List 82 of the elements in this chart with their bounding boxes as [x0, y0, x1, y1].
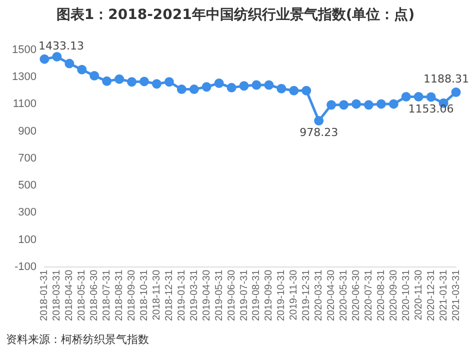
- x-tick-label: 2020-11-30: [413, 269, 424, 320]
- point: [139, 76, 149, 86]
- y-tick-label: 500: [18, 180, 36, 192]
- x-tick-label: 2019-07-31: [238, 269, 250, 322]
- point: [164, 77, 174, 87]
- x-tick-label: 2018-09-30: [126, 269, 138, 322]
- x-tick-label: 2021-03-31: [450, 269, 462, 322]
- point: [77, 64, 87, 74]
- x-tick-label: 2020-06-30: [350, 269, 362, 322]
- y-tick-label: 300: [18, 206, 36, 219]
- x-tick-label: 2018-04-30: [64, 269, 76, 322]
- x-tick-label: 2020-04-30: [326, 269, 338, 322]
- x-tick-label: 2019-04-30: [201, 269, 212, 322]
- x-tick-label: 2020-03-31: [314, 269, 325, 322]
- point: [176, 84, 186, 94]
- x-tick-label: 2021-01-31: [438, 269, 450, 322]
- x-tick-label: 2019-05-31: [214, 269, 225, 322]
- point: [40, 54, 50, 64]
- x-tick-label: 2018-08-31: [114, 269, 126, 322]
- x-tick-label: 2020-12-31: [426, 269, 437, 322]
- point: [339, 100, 349, 110]
- x-tick-label: 2018-10-31: [138, 269, 150, 322]
- point: [252, 80, 262, 90]
- x-tick-label: 2019-11-30: [288, 269, 300, 320]
- point: [114, 74, 124, 84]
- point: [226, 82, 236, 92]
- y-tick-label: 1100: [12, 98, 36, 110]
- x-tick-label: 2020-08-31: [376, 269, 387, 322]
- x-tick-label: 2018-12-31: [164, 269, 175, 322]
- chart-title: 图表1：2018-2021年中国纺织行业景气指数(单位：点): [55, 6, 416, 24]
- point: [326, 100, 336, 110]
- annotation: 1153.06: [408, 102, 454, 116]
- point: [388, 99, 398, 109]
- point: [364, 100, 374, 110]
- y-tick-label: 1500: [12, 44, 36, 56]
- point: [401, 92, 411, 102]
- point: [152, 79, 162, 89]
- x-tick-label: 2020-10-31: [400, 269, 412, 322]
- annotation: 1433.13: [38, 39, 84, 52]
- y-tick-label: 900: [18, 125, 36, 138]
- point: [90, 71, 100, 80]
- point: [214, 78, 224, 88]
- point: [376, 99, 386, 109]
- point: [289, 86, 299, 96]
- point: [202, 82, 212, 92]
- x-tick-label: 2018-11-30: [151, 269, 162, 320]
- x-tick-label: 2019-06-30: [226, 269, 238, 322]
- y-tick-label: -100: [14, 260, 36, 273]
- y-tick-label: 700: [18, 152, 36, 164]
- point: [276, 84, 286, 94]
- point: [302, 86, 312, 96]
- point: [239, 81, 249, 91]
- x-tick-label: 2018-05-31: [76, 269, 88, 322]
- annotation: 1188.31: [424, 72, 470, 86]
- x-tick-label: 2019-12-31: [301, 269, 312, 322]
- x-tick-label: 2018-01-31: [39, 269, 50, 322]
- x-tick-label: 2020-07-31: [363, 269, 374, 322]
- x-tick-label: 2019-03-31: [188, 269, 200, 322]
- y-tick-label: 1300: [12, 71, 36, 84]
- x-tick-label: 2018-06-30: [89, 269, 100, 322]
- x-tick-label: 2020-09-30: [388, 269, 400, 322]
- point: [351, 99, 361, 109]
- x-tick-label: 2018-07-31: [102, 269, 113, 322]
- point: [426, 92, 436, 102]
- point: [189, 84, 199, 94]
- point: [102, 76, 112, 86]
- x-tick-label: 2020-05-31: [338, 269, 350, 322]
- point: [127, 77, 137, 87]
- annotation: 978.23: [300, 126, 338, 140]
- point: [52, 52, 62, 62]
- x-tick-label: 2019-08-31: [251, 269, 262, 322]
- point: [451, 87, 461, 97]
- point: [414, 92, 424, 102]
- x-tick-label: 2019-10-31: [276, 269, 288, 322]
- x-tick-label: 2019-09-30: [264, 269, 275, 322]
- point: [314, 116, 324, 126]
- text: 资料来源：柯桥纺织景气指数: [6, 332, 149, 347]
- y-tick-label: 100: [18, 234, 36, 246]
- x-tick-label: 2018-03-31: [52, 269, 63, 322]
- x-tick-label: 2019-01-31: [176, 269, 188, 322]
- point: [64, 58, 74, 68]
- point: [264, 80, 274, 90]
